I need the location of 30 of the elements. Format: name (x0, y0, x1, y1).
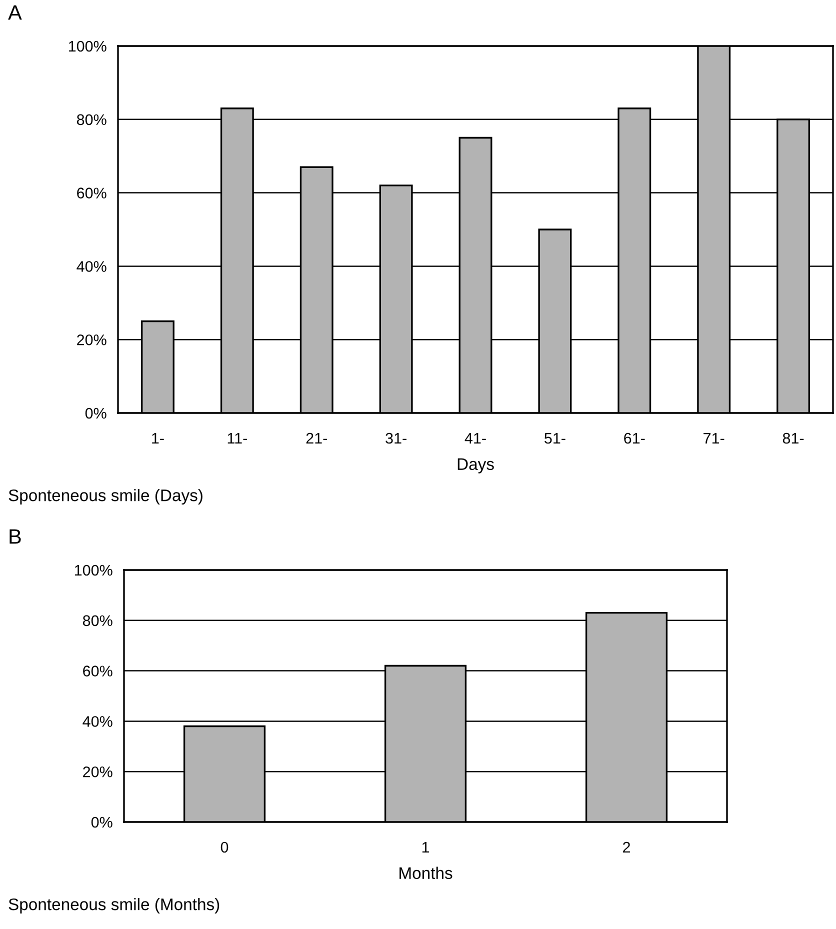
x-tick-label: 31- (386, 432, 406, 444)
y-tick-label: 60% (77, 188, 106, 198)
x-tick-label: 11- (228, 433, 247, 444)
y-tick-label: 20% (83, 766, 112, 778)
chart-title: B (10, 529, 21, 544)
y-tick-label: 60% (83, 666, 112, 676)
x-tick-label: 1 (422, 842, 430, 853)
chart-title: A (8, 5, 22, 20)
y-tick-label: 0% (85, 408, 106, 419)
y-tick-label: 80% (76, 114, 106, 126)
x-tick-label: 0 (220, 842, 228, 853)
text: Sponteneous smile (Days) (8, 489, 202, 505)
y-tick-label: 20% (77, 334, 106, 346)
x-axis-title: Days (458, 458, 494, 474)
y-tick-label: 0% (91, 816, 112, 828)
x-tick-label: 21- (306, 432, 327, 444)
y-tick-label: 80% (82, 615, 112, 626)
y-tick-label: 100% (68, 40, 106, 52)
x-tick-label: 41- (464, 433, 486, 444)
y-tick-label: 40% (82, 716, 112, 727)
x-tick-label: 61- (624, 432, 645, 444)
y-tick-label: 40% (76, 261, 106, 272)
x-tick-label: 2 (623, 842, 630, 853)
x-axis-title: Months (400, 866, 452, 880)
x-tick-label: 81- (782, 432, 804, 444)
y-tick-label: 100% (74, 564, 112, 576)
text: Sponteneous smile (Months) (8, 898, 220, 914)
x-tick-label: 71- (704, 433, 724, 444)
x-tick-label: 1- (152, 433, 164, 444)
x-tick-label: 51- (544, 433, 566, 444)
